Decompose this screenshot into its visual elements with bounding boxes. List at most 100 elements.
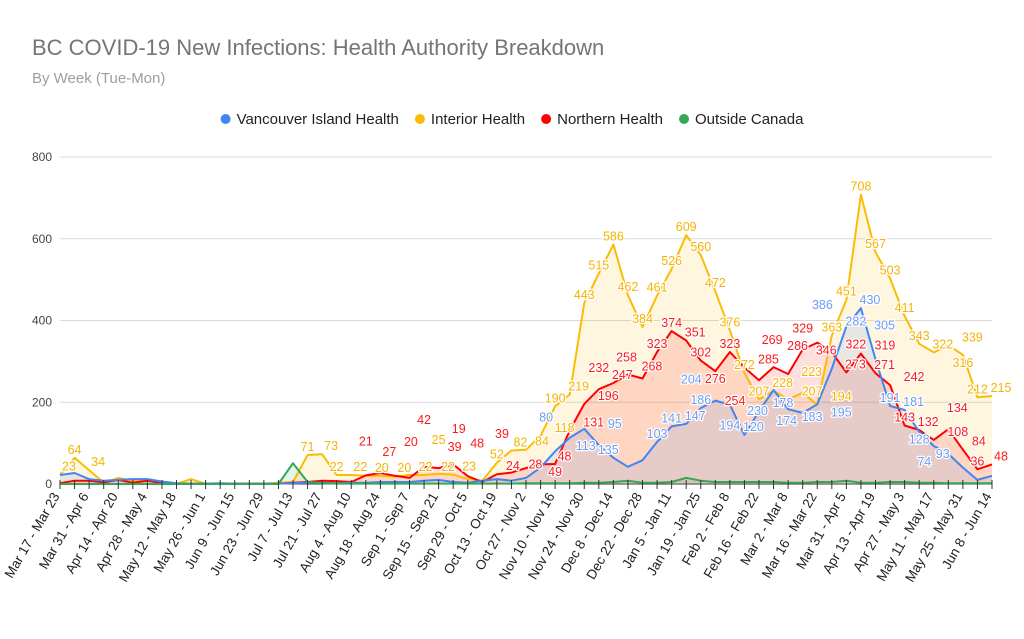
data-label-vancouver-island-health: 135: [598, 443, 619, 457]
data-label-interior-health: 22: [419, 460, 433, 474]
data-label-interior-health: 194: [831, 390, 852, 404]
gridlines: 0 200 400 600 800: [32, 150, 992, 491]
data-label-interior-health: 20: [375, 461, 389, 475]
legend-marker-outside-canada: [679, 114, 690, 124]
data-label-interior-health: 34: [91, 455, 105, 469]
data-label-interior-health: 84: [535, 435, 549, 449]
data-label-northern-health: 322: [845, 337, 866, 351]
data-label-northern-health: 42: [417, 413, 431, 427]
data-label-northern-health: 319: [875, 339, 896, 353]
data-label-northern-health: 28: [528, 458, 542, 472]
data-label-vancouver-island-health: 230: [747, 404, 768, 418]
data-label-interior-health: 212: [967, 382, 988, 396]
data-label-interior-health: 207: [749, 384, 770, 398]
data-label-interior-health: 52: [490, 448, 504, 462]
data-label-northern-health: 134: [947, 401, 968, 415]
data-label-interior-health: 228: [772, 376, 793, 390]
data-label-vancouver-island-health: 141: [661, 411, 682, 425]
y-tick-label: 800: [32, 150, 52, 164]
data-label-interior-health: 82: [513, 435, 527, 449]
legend-item-northern-health: Northern Health: [557, 111, 663, 128]
legend-item-vancouver-island-health: Vancouver Island Health: [237, 111, 399, 128]
data-label-northern-health: 351: [685, 326, 706, 340]
data-label-northern-health: 143: [894, 411, 915, 425]
data-label-northern-health: 242: [904, 370, 925, 384]
data-label-northern-health: 49: [548, 465, 562, 479]
legend-item-interior-health: Interior Health: [431, 111, 525, 128]
data-label-northern-health: 254: [725, 394, 746, 408]
data-label-interior-health: 526: [661, 254, 682, 268]
data-label-interior-health: 190: [545, 391, 566, 405]
data-label-interior-health: 219: [568, 379, 589, 393]
data-label-interior-health: 25: [432, 433, 446, 447]
data-label-vancouver-island-health: 93: [936, 447, 950, 461]
data-label-northern-health: 19: [452, 422, 466, 436]
data-label-northern-health: 273: [845, 357, 866, 371]
y-tick-label: 600: [32, 232, 52, 246]
data-label-vancouver-island-health: 174: [776, 414, 797, 428]
y-tick-label: 200: [32, 395, 52, 409]
data-label-northern-health: 36: [970, 454, 984, 468]
data-label-northern-health: 48: [994, 449, 1008, 463]
data-label-interior-health: 609: [676, 220, 697, 234]
data-label-interior-health: 64: [68, 443, 82, 457]
data-label-interior-health: 560: [690, 240, 711, 254]
legend-marker-vancouver-island-health: [220, 114, 231, 124]
data-label-vancouver-island-health: 80: [539, 410, 553, 424]
data-label-northern-health: 108: [947, 425, 968, 439]
data-label-interior-health: 461: [647, 281, 668, 295]
data-label-northern-health: 268: [642, 359, 663, 373]
data-label-vancouver-island-health: 305: [874, 318, 895, 332]
data-label-interior-health: 462: [618, 280, 639, 294]
data-label-interior-health: 363: [821, 321, 842, 335]
chart-subtitle: By Week (Tue-Mon): [32, 70, 165, 87]
data-label-northern-health: 247: [612, 368, 633, 382]
data-label-northern-health: 39: [495, 427, 509, 441]
data-label-vancouver-island-health: 128: [909, 433, 930, 447]
data-label-northern-health: 27: [382, 445, 396, 459]
data-label-interior-health: 207: [802, 384, 823, 398]
data-label-interior-health: 71: [301, 440, 315, 454]
data-label-northern-health: 276: [705, 372, 726, 386]
data-label-northern-health: 48: [470, 436, 484, 450]
data-label-northern-health: 323: [647, 337, 668, 351]
data-label-interior-health: 22: [353, 460, 367, 474]
data-label-northern-health: 302: [690, 346, 711, 360]
data-label-vancouver-island-health: 191: [880, 391, 901, 405]
data-label-vancouver-island-health: 178: [773, 396, 794, 410]
data-label-interior-health: 503: [880, 263, 901, 277]
data-label-northern-health: 196: [598, 389, 619, 403]
data-label-northern-health: 39: [448, 440, 462, 454]
data-label-northern-health: 48: [558, 449, 572, 463]
data-label-interior-health: 322: [932, 337, 953, 351]
data-label-northern-health: 271: [874, 358, 895, 372]
data-label-interior-health: 343: [909, 329, 930, 343]
data-label-northern-health: 269: [762, 333, 783, 347]
area-outside-canada: [60, 463, 992, 484]
series-lines: [59, 193, 993, 485]
data-label-vancouver-island-health: 103: [647, 427, 668, 441]
data-label-vancouver-island-health: 194: [719, 419, 740, 433]
area-vancouver-island-health: [60, 308, 992, 484]
data-label-interior-health: 215: [991, 381, 1012, 395]
legend-marker-interior-health: [414, 114, 425, 124]
data-label-interior-health: 73: [324, 439, 338, 453]
data-label-northern-health: 346: [816, 344, 837, 358]
data-label-interior-health: 411: [895, 301, 915, 315]
area-northern-health: [60, 331, 992, 484]
data-label-interior-health: 22: [441, 460, 455, 474]
data-label-interior-health: 23: [462, 460, 476, 474]
data-label-interior-health: 316: [952, 356, 973, 370]
y-tick-label: 0: [45, 477, 52, 491]
data-label-northern-health: 285: [758, 353, 779, 367]
legend: Vancouver Island Health Interior Health No…: [220, 111, 804, 128]
data-label-vancouver-island-health: 181: [903, 395, 924, 409]
data-label-interior-health: 515: [588, 258, 609, 272]
data-label-vancouver-island-health: 113: [576, 439, 596, 453]
data-label-northern-health: 258: [616, 351, 637, 365]
data-label-interior-health: 272: [734, 358, 755, 372]
data-label-interior-health: 451: [836, 285, 857, 299]
